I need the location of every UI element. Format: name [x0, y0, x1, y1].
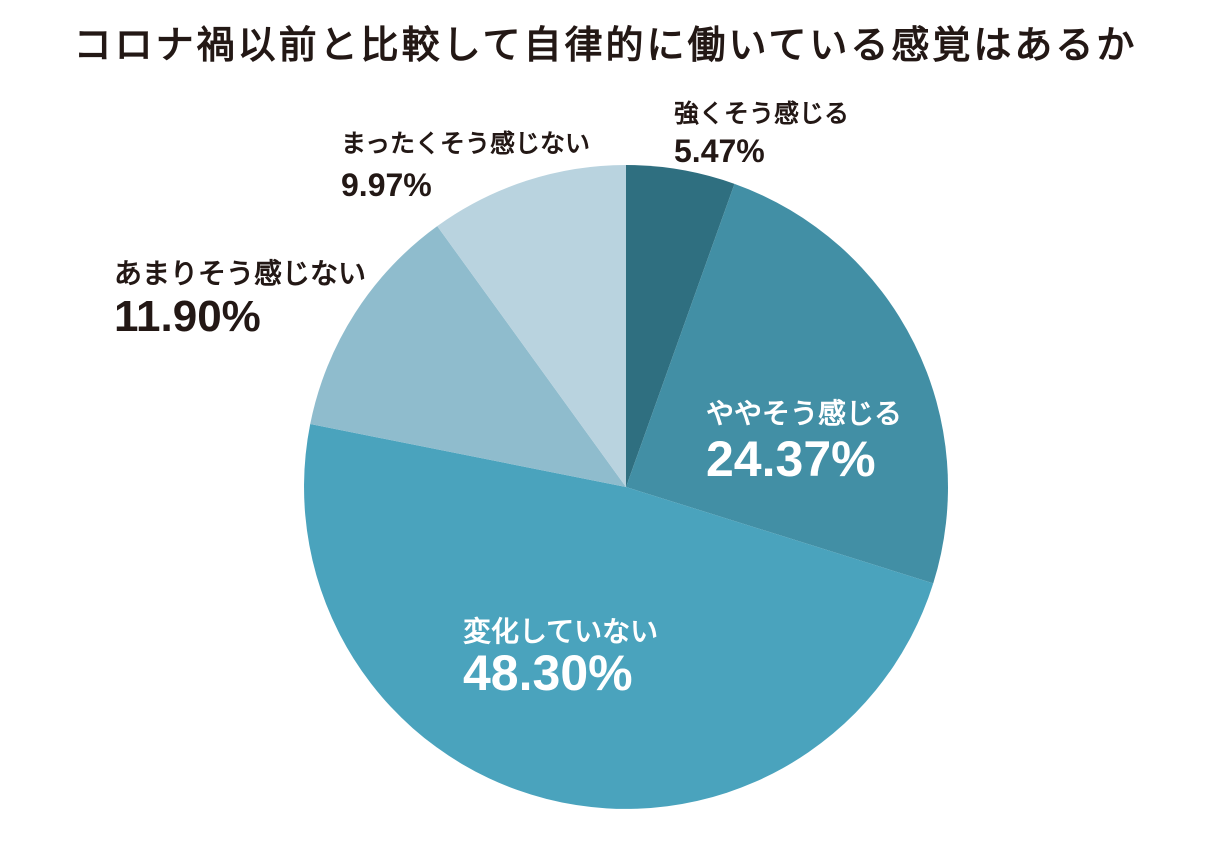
pie-slice [626, 165, 735, 487]
slice-value-label: 9.97% [341, 167, 432, 203]
slice-label: ややそう感じる [706, 397, 902, 430]
slice-label: 変化していない [463, 615, 658, 648]
slice-label: 強くそう感じる [674, 99, 849, 128]
pie-slice [626, 183, 948, 584]
slice-value-label: 5.47% [674, 133, 765, 169]
slice-value-label: 48.30% [463, 645, 633, 701]
chart-title: コロナ禍以前と比較して自律的に働いている感覚はあるか [73, 23, 1138, 67]
slice-value-label: 24.37% [706, 431, 876, 487]
slice-value-label: 11.90% [114, 292, 261, 341]
pie-slices [304, 165, 948, 809]
pie-slice [310, 226, 626, 487]
slice-label: あまりそう感じない [114, 257, 366, 290]
pie-slice [304, 424, 934, 809]
pie-slice [437, 165, 626, 487]
slice-label: まったくそう感じない [341, 129, 590, 158]
